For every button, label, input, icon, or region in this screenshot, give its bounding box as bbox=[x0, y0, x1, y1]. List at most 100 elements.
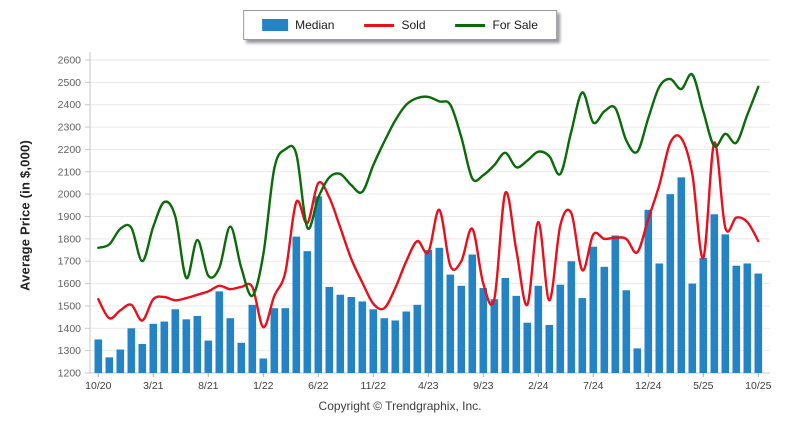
median-bar bbox=[622, 290, 631, 373]
forsale-line-swatch-icon bbox=[455, 23, 486, 27]
median-bar bbox=[248, 304, 257, 373]
median-bar bbox=[270, 308, 279, 373]
x-tick-label: 5/25 bbox=[693, 380, 714, 392]
legend-label-median: Median bbox=[295, 18, 335, 32]
median-bar bbox=[556, 284, 565, 373]
median-bar bbox=[424, 250, 433, 373]
median-bar bbox=[204, 340, 213, 373]
x-tick-label: 1/22 bbox=[253, 380, 274, 392]
x-tick-label: 9/23 bbox=[473, 380, 494, 392]
y-tick-label: 1900 bbox=[58, 211, 82, 223]
median-bar bbox=[105, 357, 114, 373]
median-bar bbox=[325, 286, 334, 373]
median-bar bbox=[369, 309, 378, 373]
median-bar bbox=[160, 321, 169, 373]
legend-item-forsale[interactable]: For Sale bbox=[455, 18, 538, 32]
y-tick-label: 2500 bbox=[58, 77, 82, 89]
median-bar bbox=[281, 308, 290, 373]
median-bar bbox=[314, 196, 323, 373]
y-tick-label: 1600 bbox=[58, 278, 82, 290]
legend: Median Sold For Sale bbox=[243, 10, 557, 40]
median-bar bbox=[358, 301, 367, 373]
median-bar bbox=[380, 318, 389, 373]
legend-label-forsale: For Sale bbox=[492, 18, 538, 32]
x-tick-label: 4/23 bbox=[418, 380, 439, 392]
median-bar bbox=[94, 339, 103, 373]
legend-item-median[interactable]: Median bbox=[262, 18, 334, 32]
median-bar bbox=[182, 319, 191, 373]
x-tick-label: 10/20 bbox=[85, 380, 111, 392]
median-bar bbox=[303, 251, 312, 373]
for-sale-line bbox=[97, 72, 760, 298]
median-bar bbox=[336, 294, 345, 373]
x-tick-label: 6/22 bbox=[308, 380, 329, 392]
x-tick-label: 8/21 bbox=[198, 380, 219, 392]
legend-label-sold: Sold bbox=[401, 18, 426, 32]
legend-item-sold[interactable]: Sold bbox=[364, 18, 426, 32]
median-bar bbox=[413, 304, 422, 373]
median-bar bbox=[116, 349, 125, 373]
median-swatch-icon bbox=[262, 19, 289, 31]
median-bar bbox=[545, 324, 554, 373]
y-tick-label: 2100 bbox=[58, 166, 82, 178]
median-bar bbox=[446, 274, 455, 373]
y-tick-label: 1500 bbox=[58, 300, 82, 312]
median-bar bbox=[138, 343, 147, 373]
y-tick-label: 1800 bbox=[58, 233, 82, 245]
median-bar bbox=[578, 298, 587, 373]
sold-line bbox=[97, 134, 760, 329]
median-bar bbox=[633, 348, 642, 373]
y-tick-label: 2300 bbox=[58, 122, 82, 134]
x-tick-label: 11/22 bbox=[361, 380, 387, 392]
sold-line-swatch-icon bbox=[364, 23, 395, 27]
x-tick-label: 7/24 bbox=[583, 380, 604, 392]
median-bar bbox=[402, 311, 411, 373]
y-tick-label: 2400 bbox=[58, 99, 82, 111]
median-bar bbox=[226, 318, 235, 373]
y-tick-label: 2200 bbox=[58, 144, 82, 156]
median-bar bbox=[721, 234, 730, 373]
y-tick-label: 1200 bbox=[58, 368, 82, 380]
median-bar bbox=[677, 177, 686, 373]
median-bar bbox=[193, 315, 202, 373]
median-bar bbox=[237, 342, 246, 373]
median-bar bbox=[732, 265, 741, 373]
median-bar bbox=[127, 328, 136, 373]
median-bar bbox=[600, 266, 609, 373]
median-bar bbox=[479, 288, 488, 373]
median-bar bbox=[468, 254, 477, 373]
x-tick-label: 12/24 bbox=[635, 380, 661, 392]
median-bar bbox=[435, 247, 444, 373]
median-bar bbox=[501, 277, 510, 373]
y-tick-label: 1400 bbox=[58, 323, 82, 335]
median-bar bbox=[743, 263, 752, 373]
median-bar bbox=[347, 296, 356, 373]
median-bar bbox=[149, 323, 158, 373]
median-bar bbox=[391, 320, 400, 373]
median-bar bbox=[490, 299, 499, 373]
x-tick-label: 10/25 bbox=[745, 380, 771, 392]
median-bar bbox=[292, 236, 301, 373]
median-bar bbox=[710, 214, 719, 373]
median-bar bbox=[171, 309, 180, 373]
median-bar bbox=[754, 273, 763, 373]
median-bar bbox=[534, 285, 543, 373]
median-bar bbox=[259, 358, 268, 373]
x-tick-label: 3/21 bbox=[143, 380, 164, 392]
y-tick-label: 1700 bbox=[58, 256, 82, 268]
copyright-text: Copyright © Trendgraphix, Inc. bbox=[318, 399, 482, 413]
median-bar bbox=[699, 257, 708, 373]
median-bar bbox=[215, 291, 224, 373]
y-tick-label: 2600 bbox=[58, 55, 82, 67]
median-bar bbox=[567, 261, 576, 373]
median-bar bbox=[666, 194, 675, 373]
median-bar bbox=[611, 235, 620, 373]
median-bar bbox=[457, 285, 466, 373]
x-tick-label: 2/24 bbox=[528, 380, 549, 392]
median-bar bbox=[644, 209, 653, 373]
median-bar bbox=[512, 295, 521, 373]
median-bar bbox=[688, 283, 697, 373]
median-bar bbox=[655, 263, 664, 373]
